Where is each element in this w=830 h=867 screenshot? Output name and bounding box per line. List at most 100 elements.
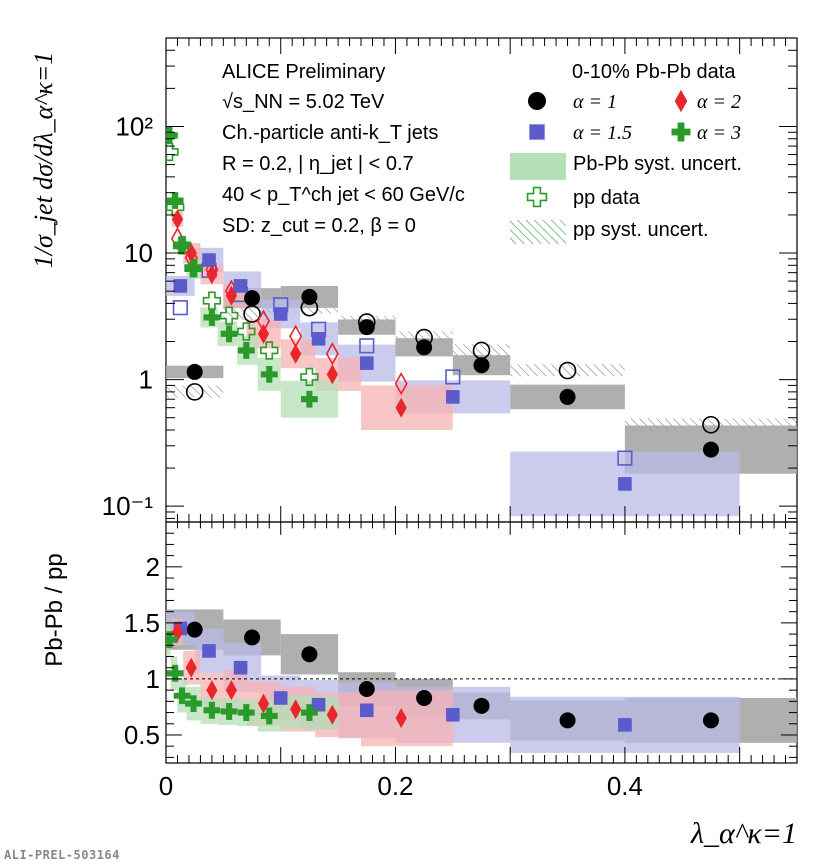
ratio-marker-alpha1: [358, 681, 375, 698]
watermark: ALI-PREL-503164: [4, 848, 120, 862]
pbpb-marker-alpha1: [186, 363, 203, 380]
pbpb-marker-alpha1: [358, 319, 375, 336]
pp-marker-alpha2: [394, 371, 408, 396]
x-tick-label-2: 0.4: [607, 771, 643, 801]
pp-marker-alpha15: [359, 338, 375, 354]
pbpb-marker-alpha1: [473, 357, 490, 374]
y-top-tick-label-1: 1: [139, 365, 153, 395]
y-top-tick-label-2: 10: [124, 238, 153, 268]
top-pbpb-markers: [166, 127, 719, 491]
pbpb-marker-alpha1: [301, 288, 318, 305]
legend-marker-alpha2: [674, 89, 688, 113]
ratio-marker-alpha15: [273, 691, 288, 705]
ratio-marker-alpha15: [618, 718, 632, 732]
y-axis-label-top: 1/σ_jet dσ/dλ_α^κ=1: [29, 52, 58, 268]
pbpb-marker-alpha3: [173, 236, 191, 254]
pp-marker-alpha3: [166, 142, 179, 162]
pbpb-marker-alpha15: [202, 253, 216, 267]
x-axis-label: λ_α^κ=1: [690, 817, 797, 850]
pbpb-marker-alpha2: [206, 264, 218, 285]
ratio-marker-alpha1: [301, 646, 318, 663]
ratio-marker-alpha15: [446, 708, 460, 722]
pp-marker-alpha3: [237, 322, 256, 341]
x-tick-label-0: 0: [159, 771, 173, 801]
ratio-marker-alpha3: [173, 687, 191, 705]
ratio-marker-alpha2: [225, 680, 237, 701]
pbpb-marker-alpha2: [171, 209, 184, 230]
ratio-marker-alpha3: [203, 701, 221, 719]
y-axis-label-bottom: Pb-Pb / pp: [41, 553, 68, 666]
pp-syst-box-alpha1: [452, 344, 511, 357]
ratio-marker-alpha3: [166, 631, 178, 649]
legend-title: 0-10% Pb-Pb data: [572, 61, 736, 83]
pp-marker-alpha15: [617, 450, 633, 466]
ratio-marker-alpha2: [395, 708, 407, 729]
pbpb-marker-alpha15: [359, 356, 374, 370]
legend-pp-data: pp data: [573, 187, 641, 209]
ratio-marker-alpha1: [473, 697, 490, 714]
legend-pbpb-syst: Pb-Pb syst. uncert.: [573, 153, 742, 175]
ratio-marker-alpha15: [311, 697, 326, 712]
y-top-tick-label-3: 10²: [115, 111, 153, 141]
legend: 0-10% Pb-Pb data α = 1 α = 2 α = 1.5 α =…: [510, 61, 742, 244]
pbpb-marker-alpha3: [237, 342, 255, 359]
pbpb-marker-alpha15: [618, 477, 632, 491]
legend-alpha1: α = 1: [573, 91, 617, 113]
ratio-marker-alpha1: [702, 712, 719, 729]
pbpb-syst-box-alpha2: [361, 385, 453, 430]
y-bottom-tick-label-3: 2: [146, 552, 160, 582]
ratio-marker-alpha3: [260, 707, 278, 725]
ratio-marker-alpha15: [233, 660, 248, 675]
pbpb-marker-alpha3: [185, 260, 202, 278]
pbpb-marker-alpha2: [257, 323, 270, 344]
axis-ticks: [165, 37, 798, 763]
experiment-label: ALICE Preliminary: [222, 61, 385, 83]
y-bottom-tick-label-2: 1.5: [124, 608, 160, 638]
pbpb-marker-alpha2: [395, 397, 407, 418]
pp-syst-box-alpha1: [166, 385, 224, 398]
bottom-ratio-markers: [166, 621, 719, 732]
pp-marker-alpha1: [185, 383, 204, 401]
ratio-marker-alpha3: [220, 703, 238, 720]
pbpb-marker-alpha3: [203, 309, 221, 326]
ratio-marker-alpha1: [244, 629, 261, 646]
pbpb-marker-alpha15: [446, 390, 460, 404]
ratio-marker-alpha3: [301, 704, 318, 721]
pbpb-marker-alpha1: [559, 388, 576, 405]
radius-label: R = 0.2, | η_jet | < 0.7: [222, 153, 414, 175]
ratio-marker-alpha2: [290, 699, 302, 720]
energy-label: √s_NN = 5.02 TeV: [222, 91, 385, 113]
pbpb-marker-alpha3: [260, 365, 278, 383]
y-bottom-tick-label-1: 1: [146, 664, 160, 694]
pp-syst-box-alpha1: [510, 364, 625, 377]
ratio-marker-alpha15: [359, 703, 374, 718]
ratio-marker-alpha15: [202, 644, 216, 658]
y-bottom-tick-label-0: 0.5: [124, 720, 160, 750]
pbpb-marker-alpha3: [301, 390, 318, 408]
pp-marker-alpha3: [300, 367, 319, 387]
pp-marker-alpha15: [445, 369, 461, 385]
pp-marker-alpha1: [702, 415, 720, 434]
legend-marker-alpha3: [671, 122, 691, 142]
pbpb-marker-alpha15: [311, 332, 326, 346]
legend-swatch-pbpb-syst: [510, 153, 566, 180]
ratio-marker-alpha1: [559, 712, 576, 729]
legend-swatch-pp-syst: [510, 220, 566, 244]
pbpb-marker-alpha1: [702, 441, 719, 458]
ratio-marker-alpha1: [186, 621, 203, 638]
top-pp-markers: [166, 142, 720, 466]
pp-marker-alpha3: [219, 306, 239, 325]
pp-marker-alpha15: [172, 300, 188, 316]
legend-alpha2: α = 2: [697, 91, 741, 113]
legend-alpha3: α = 3: [697, 122, 741, 144]
bottom-systematics: [166, 609, 797, 753]
ratio-marker-alpha2: [326, 704, 338, 725]
ratio-marker-alpha1: [416, 689, 433, 706]
x-tick-label-1: 0.2: [377, 771, 413, 801]
pbpb-marker-alpha3: [220, 325, 238, 343]
ratio-marker-alpha2: [206, 680, 218, 701]
pbpb-marker-alpha1: [416, 339, 433, 356]
ratio-marker-alpha3: [185, 695, 202, 712]
pp-marker-alpha3: [260, 341, 279, 360]
pbpb-marker-alpha3: [166, 127, 178, 144]
